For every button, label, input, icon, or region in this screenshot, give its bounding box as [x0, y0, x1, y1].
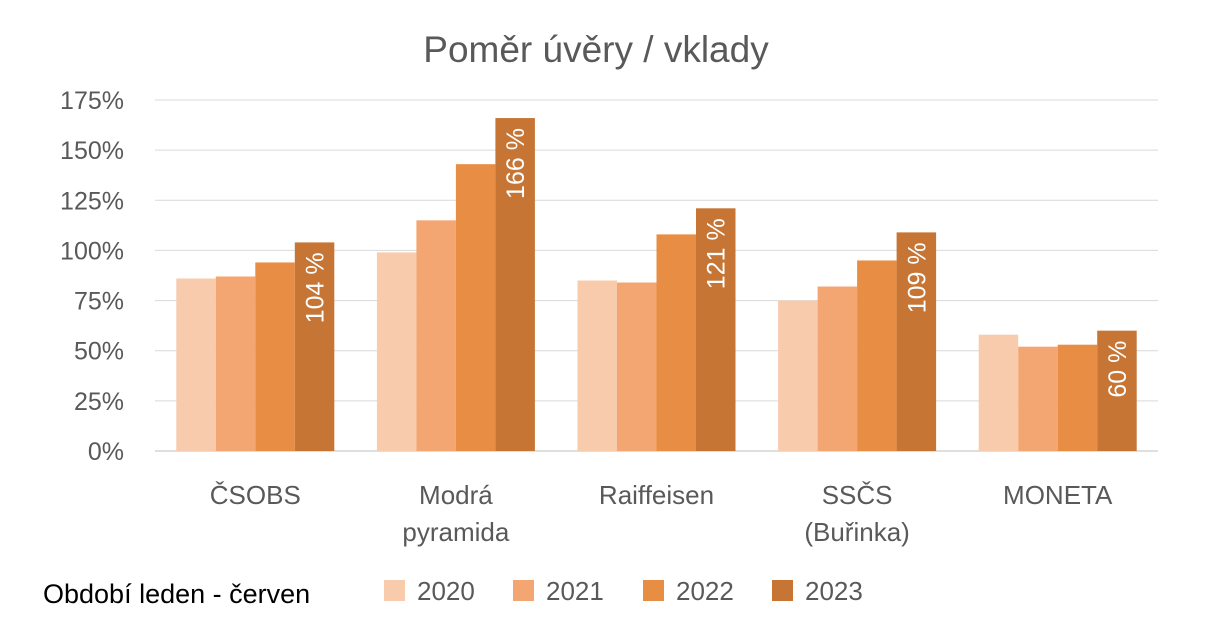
y-tick-label: 175% [60, 87, 124, 115]
y-tick-label: 125% [60, 187, 124, 215]
bar-2020 [376, 252, 417, 451]
bar-2020 [176, 278, 216, 451]
data-label: 121 % [703, 218, 731, 289]
y-tick-label: 150% [60, 137, 124, 165]
legend-label-2020: 2020 [417, 576, 475, 606]
data-label: 166 % [502, 128, 530, 199]
bar-2022 [857, 260, 897, 451]
bar-2023 [294, 242, 335, 451]
legend-swatch-2022 [643, 580, 664, 601]
y-tick-label: 75% [74, 288, 124, 316]
bar-2021 [1018, 346, 1058, 451]
x-axis-ticks: ČSOBS Modrá pyramida Raiffeisen SSČS (Buřinka… [210, 480, 1113, 547]
bar-2023 [896, 232, 937, 451]
bar-2023 [1097, 330, 1137, 451]
data-label: 104 % [302, 252, 330, 323]
bar-2021 [215, 276, 256, 451]
bar-2022 [656, 234, 696, 451]
bar-2021 [416, 220, 456, 451]
legend-label-2021: 2021 [546, 576, 604, 606]
x-tick-label: SSČS (Buřinka) [804, 480, 909, 547]
legend-swatch-2021 [513, 580, 534, 601]
data-label: 109 % [903, 242, 931, 313]
legend-swatch-2020 [384, 580, 405, 601]
y-axis-ticks: 0% 25% 50% 75% 100% 125% 150% 175% [60, 87, 124, 466]
y-tick-label: 100% [60, 237, 124, 265]
legend-label-2023: 2023 [805, 576, 863, 606]
bar-2023 [495, 118, 535, 452]
y-tick-label: 25% [74, 388, 124, 416]
bar-2020 [577, 280, 617, 451]
bar-2021 [817, 286, 858, 451]
legend-label-2022: 2022 [676, 576, 734, 606]
x-tick-label: Modrá pyramida [402, 480, 509, 547]
chart-title: Poměr úvěry / vklady [423, 29, 769, 70]
bar-2021 [617, 282, 657, 451]
bar-2023 [696, 208, 736, 451]
y-tick-label: 50% [74, 338, 124, 366]
bars [176, 118, 1137, 452]
bar-2020 [978, 334, 1019, 451]
period-note: Období leden - červen [43, 579, 310, 609]
bar-2022 [1057, 344, 1098, 451]
x-tick-label: Raiffeisen [599, 480, 714, 510]
x-tick-label: ČSOBS [210, 480, 301, 510]
bar-2022 [255, 262, 295, 451]
data-labels: 104 % 166 % 121 % 109 % 60 % [302, 128, 1132, 398]
legend: 2020 2021 2022 2023 [384, 576, 863, 606]
x-tick-label: MONETA [1003, 480, 1113, 510]
y-tick-label: 0% [88, 438, 124, 466]
bar-2022 [455, 164, 496, 451]
data-label: 60 % [1104, 341, 1132, 398]
legend-swatch-2023 [772, 580, 793, 601]
bar-2020 [778, 300, 818, 451]
